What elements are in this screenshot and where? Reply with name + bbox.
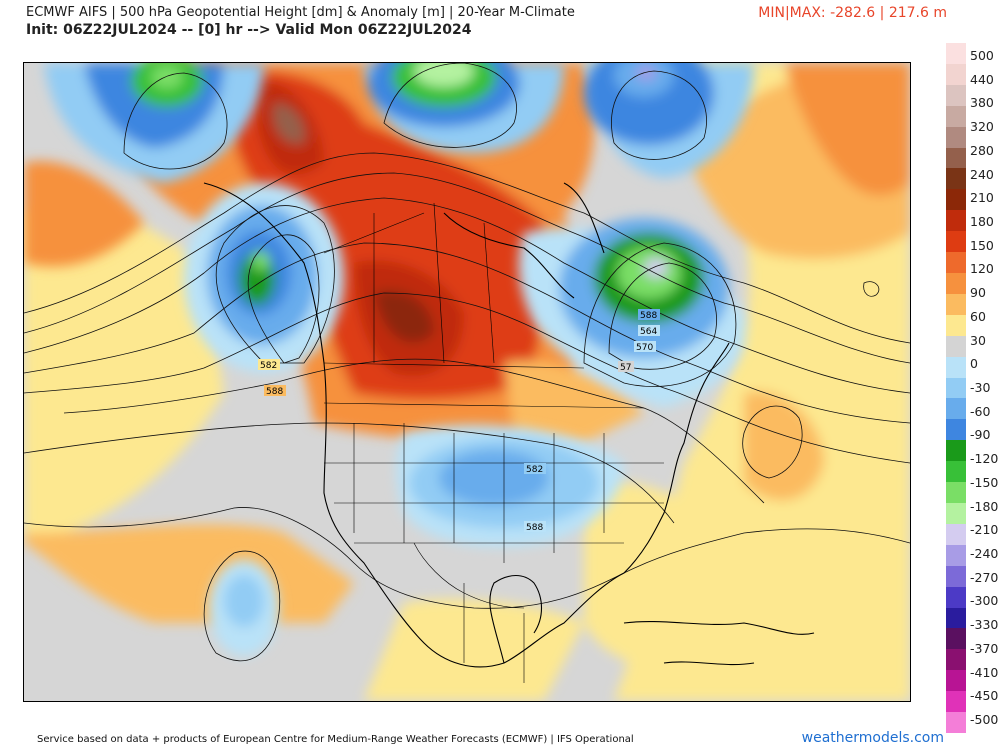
legend-label: 380 <box>970 95 994 111</box>
min-max-readout: MIN|MAX: -282.6 | 217.6 m <box>758 5 947 21</box>
legend-swatch <box>946 712 966 734</box>
legend-label: -410 <box>970 664 999 680</box>
contour-label: 57 <box>620 363 631 373</box>
legend-label: -30 <box>970 380 991 395</box>
legend-swatch <box>946 482 966 504</box>
contour-label: 564 <box>640 327 657 337</box>
legend-swatch <box>946 461 966 483</box>
legend-swatch <box>946 586 966 609</box>
legend-label: -330 <box>970 617 999 633</box>
ridge-anomaly <box>24 63 644 443</box>
legend-swatch <box>946 273 966 295</box>
legend-swatch <box>946 691 966 713</box>
legend-swatch <box>946 210 966 232</box>
chart-title: ECMWF AIFS | 500 hPa Geopotential Height… <box>26 5 575 20</box>
political-borders <box>323 202 664 683</box>
trough-anomalies <box>44 63 754 656</box>
legend-swatch <box>946 189 966 211</box>
contour-labels: 582 588 582 588 588 564 570 57 <box>258 309 660 533</box>
legend-swatch <box>946 670 966 692</box>
contour-label: 588 <box>266 387 283 397</box>
legend-label: 500 <box>970 48 994 63</box>
legend-swatch <box>946 147 966 169</box>
legend-label: 120 <box>970 261 994 277</box>
legend-label: 280 <box>970 142 994 158</box>
legend-swatch <box>946 126 966 149</box>
height-contours <box>24 63 910 662</box>
legend-label: -500 <box>970 712 999 727</box>
legend-swatch <box>946 231 966 253</box>
legend-swatch <box>946 63 966 86</box>
map-panel: 582 588 582 588 588 564 570 57 <box>23 62 911 702</box>
legend-swatch <box>946 252 966 274</box>
legend-swatch <box>946 314 966 337</box>
legend-swatch <box>946 168 966 190</box>
legend-swatch <box>946 649 966 671</box>
legend-label: -270 <box>970 569 999 585</box>
legend-swatch <box>946 628 966 650</box>
legend-swatch <box>946 544 966 567</box>
legend-label: -240 <box>970 546 999 561</box>
init-valid-time: Init: 06Z22JUL2024 -- [0] hr --> Valid M… <box>26 22 472 38</box>
legend-label: -300 <box>970 593 999 609</box>
legend-swatch <box>946 356 966 379</box>
legend-swatch <box>946 377 966 399</box>
contour-label: 588 <box>526 523 543 533</box>
contour-label: 582 <box>260 361 277 371</box>
legend-label: 320 <box>970 119 994 135</box>
coastlines <box>203 182 815 668</box>
legend-swatch <box>946 335 966 358</box>
legend-swatch <box>946 565 966 588</box>
legend-label: -60 <box>970 403 991 419</box>
legend-label: 180 <box>970 214 994 229</box>
legend-label: -180 <box>970 498 999 514</box>
legend-swatch <box>946 105 966 128</box>
legend-label: 240 <box>970 166 994 182</box>
legend-swatch <box>946 398 966 420</box>
data-credit: Service based on data + products of Euro… <box>37 734 634 745</box>
contour-label: 588 <box>640 311 657 321</box>
legend-label: 0 <box>970 356 978 372</box>
legend-label: 440 <box>970 71 994 87</box>
legend-swatch <box>946 43 966 65</box>
brand-link[interactable]: weathermodels.com <box>801 730 944 746</box>
legend-label: -210 <box>970 522 999 538</box>
legend-swatch <box>946 503 966 525</box>
legend-swatch <box>946 84 966 107</box>
contour-label: 582 <box>526 465 543 475</box>
legend-label: 150 <box>970 237 994 253</box>
legend-label: -150 <box>970 474 999 490</box>
color-legend <box>946 43 966 734</box>
legend-label: 60 <box>970 308 986 324</box>
legend-label: 210 <box>970 190 994 206</box>
legend-swatch <box>946 607 966 629</box>
legend-label: 90 <box>970 285 986 301</box>
legend-swatch <box>946 523 966 546</box>
legend-label: -370 <box>970 640 999 656</box>
legend-swatch <box>946 419 966 441</box>
legend-label: -450 <box>970 688 999 704</box>
legend-swatch <box>946 440 966 462</box>
legend-swatch <box>946 293 966 316</box>
legend-label: -90 <box>970 427 991 443</box>
legend-label: 30 <box>970 332 986 348</box>
contour-label: 570 <box>636 343 653 353</box>
anomaly-map: 582 588 582 588 588 564 570 57 <box>24 63 910 701</box>
legend-label: -120 <box>970 451 999 467</box>
